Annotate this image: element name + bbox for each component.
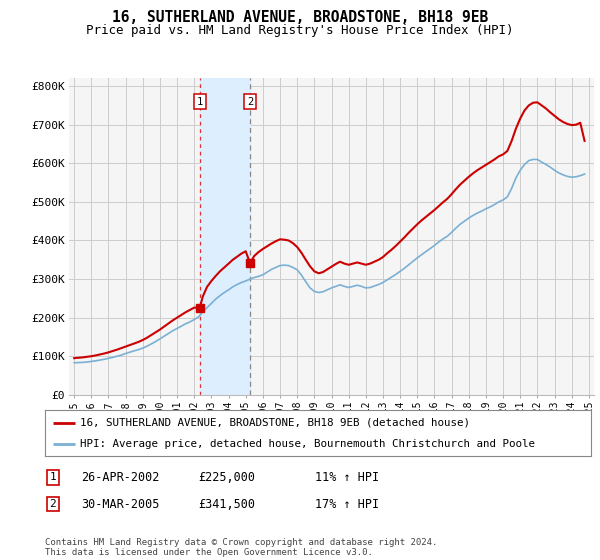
Text: 11% ↑ HPI: 11% ↑ HPI [315,470,379,484]
Text: 2: 2 [247,96,253,106]
Text: £225,000: £225,000 [198,470,255,484]
Text: HPI: Average price, detached house, Bournemouth Christchurch and Poole: HPI: Average price, detached house, Bour… [80,439,535,449]
Text: £341,500: £341,500 [198,497,255,511]
Text: 2: 2 [49,499,56,509]
Text: 1: 1 [197,96,203,106]
Text: 1: 1 [49,472,56,482]
Text: 16, SUTHERLAND AVENUE, BROADSTONE, BH18 9EB (detached house): 16, SUTHERLAND AVENUE, BROADSTONE, BH18 … [80,418,470,428]
Text: Price paid vs. HM Land Registry's House Price Index (HPI): Price paid vs. HM Land Registry's House … [86,24,514,37]
Bar [200,78,250,395]
Text: Contains HM Land Registry data © Crown copyright and database right 2024.
This d: Contains HM Land Registry data © Crown c… [45,538,437,557]
Text: 16, SUTHERLAND AVENUE, BROADSTONE, BH18 9EB: 16, SUTHERLAND AVENUE, BROADSTONE, BH18 … [112,10,488,25]
Text: 30-MAR-2005: 30-MAR-2005 [81,497,160,511]
Text: 17% ↑ HPI: 17% ↑ HPI [315,497,379,511]
Text: 26-APR-2002: 26-APR-2002 [81,470,160,484]
